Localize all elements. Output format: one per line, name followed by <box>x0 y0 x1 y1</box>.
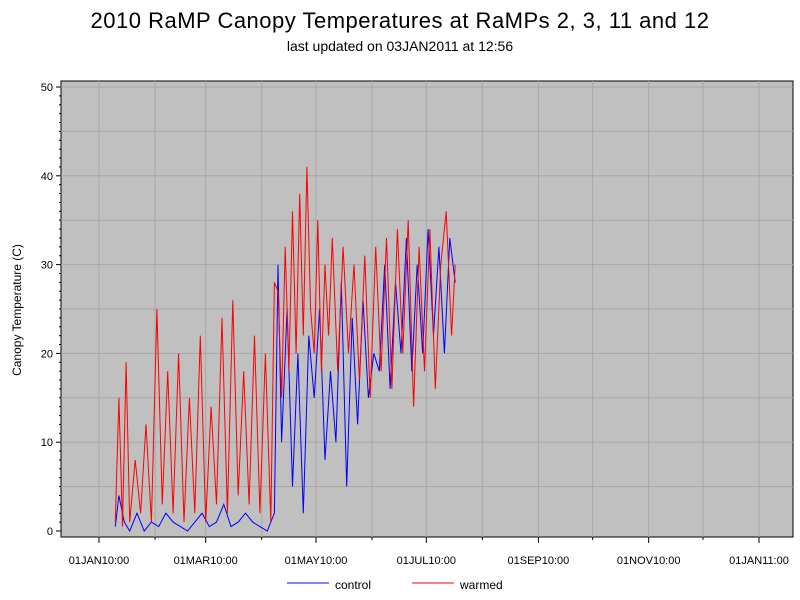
axes: 0 10 20 30 40 50 01JAN10:00 01MAR10:00 01MAY10:0… <box>41 82 789 567</box>
y-tick-label: 40 <box>41 171 53 183</box>
x-tick-label: 01MAY10:00 <box>285 555 348 567</box>
legend: control warmed <box>287 578 503 592</box>
y-tick-label: 30 <box>41 260 53 272</box>
series-line-control <box>114 229 456 533</box>
x-tick-label: 01SEP10:00 <box>508 555 570 567</box>
x-tick-label: 01JUL10:00 <box>397 555 456 567</box>
y-tick-label: 50 <box>41 82 53 94</box>
legend-label-warmed: warmed <box>459 578 503 592</box>
series-line-warmed <box>114 166 456 527</box>
x-tick-label: 01JAN11:00 <box>729 555 789 567</box>
x-tick-label: 01NOV10:00 <box>617 555 681 567</box>
chart-subtitle: last updated on 03JAN2011 at 12:56 <box>286 38 514 54</box>
x-tick-label: 01JAN10:00 <box>69 555 130 567</box>
y-tick-label: 20 <box>41 348 53 360</box>
y-tick-label: 10 <box>41 437 53 449</box>
legend-label-control: control <box>335 578 371 592</box>
chart-title: 2010 RaMP Canopy Temperatures at RaMPs 2… <box>90 8 710 33</box>
y-tick-label: 0 <box>47 526 53 538</box>
x-tick-label: 01MAR10:00 <box>174 555 238 567</box>
series-layer <box>114 166 456 533</box>
y-axis-label: Canopy Temperature (C) <box>10 244 24 376</box>
